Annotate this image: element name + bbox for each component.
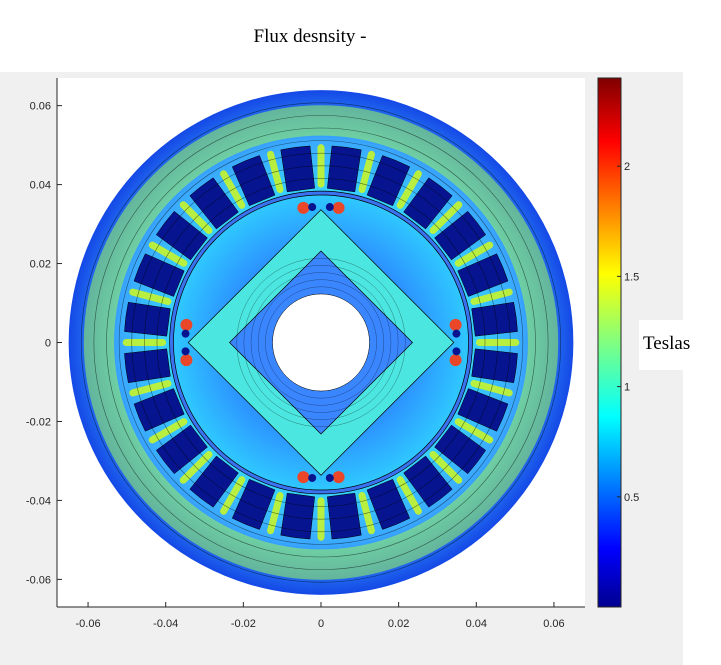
shaft-hole <box>272 293 370 392</box>
axis-ticks: -0.06 -0.04 -0.02 0 0.02 0.04 0.06 0.06 0.04 0.02… <box>26 101 565 630</box>
rotor-flux-line <box>243 265 399 420</box>
saturation-spot <box>180 354 193 367</box>
x-tick-label: -0.04 <box>153 618 178 630</box>
saturation-spot <box>449 354 462 367</box>
flux-barrier <box>181 347 190 356</box>
stator-slot <box>366 479 410 530</box>
flux-barrier <box>181 329 190 338</box>
stator-slot <box>280 145 315 193</box>
stator-yoke-flux <box>83 105 559 580</box>
stator-slot <box>189 455 239 508</box>
plot-title: Flux desnsity - <box>253 26 367 47</box>
flux-barrier <box>308 203 317 212</box>
stator-slot <box>156 424 208 474</box>
saturation-spot <box>297 201 310 214</box>
colorbar-tick-label: 0.5 <box>624 492 639 504</box>
saturation-spot <box>332 471 345 484</box>
flux-barrier <box>325 473 334 482</box>
rotor-flux-line <box>257 279 385 406</box>
stator-slot <box>124 302 171 337</box>
saturation-spot <box>449 318 462 331</box>
flux-line <box>156 178 486 507</box>
y-tick-label: -0.04 <box>26 495 51 507</box>
colorbar-tick-label: 1.5 <box>624 271 639 283</box>
rotor-flux-line <box>250 272 392 413</box>
colorbar-label-box <box>639 320 699 370</box>
colorbar-tick-label: 1 <box>624 382 630 394</box>
saturation-spot <box>180 318 193 331</box>
stator-slot <box>457 388 509 432</box>
motor-cross-section <box>68 90 574 595</box>
colorbar-tick-label: 2 <box>624 161 630 173</box>
colorbar <box>597 77 622 608</box>
stator-slot <box>434 424 486 474</box>
stator-slot <box>457 253 509 297</box>
x-tick-label: 0.02 <box>388 618 409 630</box>
y-tick-label: -0.06 <box>26 574 51 586</box>
colorbar-label: Teslas <box>643 333 691 354</box>
flux-barrier <box>452 347 461 356</box>
x-tick-label: 0 <box>318 618 324 630</box>
rotor-flux-line <box>265 286 377 399</box>
stator-slot <box>124 348 171 383</box>
saturation-spot <box>297 471 310 484</box>
stator-slot <box>280 492 315 540</box>
colorbar-ticks: 0.5 1 1.5 2 <box>617 161 639 504</box>
stator-slot <box>366 155 410 206</box>
flux-line <box>80 102 562 583</box>
y-tick-label: 0.02 <box>30 259 51 271</box>
flux-barrier <box>452 329 461 338</box>
y-tick-label: 0.06 <box>30 101 51 113</box>
flux-line <box>131 152 511 533</box>
stator-slot <box>133 388 185 432</box>
stator-slot <box>156 211 208 261</box>
y-tick-label: -0.02 <box>26 416 51 428</box>
rotor-flux-line <box>236 257 406 428</box>
stator-slot <box>403 455 453 508</box>
flux-line <box>106 127 536 558</box>
flux-line <box>93 115 549 570</box>
stator-slot <box>232 155 276 206</box>
y-tick-label: 0.04 <box>30 180 51 192</box>
flux-barrier <box>325 203 334 212</box>
stator-slot <box>471 302 518 337</box>
flux-line <box>144 165 498 520</box>
stator-slot <box>471 348 518 383</box>
y-tick-label: 0 <box>45 338 51 350</box>
x-tick-label: -0.06 <box>76 618 101 630</box>
x-tick-label: 0.06 <box>543 618 564 630</box>
stator-slot <box>133 253 185 297</box>
flux-barrier <box>308 473 317 482</box>
stator-slot <box>403 177 453 230</box>
stator-slot <box>434 211 486 261</box>
stator-slot <box>327 145 362 193</box>
stator-slot <box>232 479 276 530</box>
x-tick-label: -0.02 <box>231 618 256 630</box>
saturation-spot <box>332 201 345 214</box>
stator-slot <box>189 177 239 230</box>
stator-slot <box>327 492 362 540</box>
flux-line <box>118 140 524 545</box>
x-tick-label: 0.04 <box>466 618 487 630</box>
